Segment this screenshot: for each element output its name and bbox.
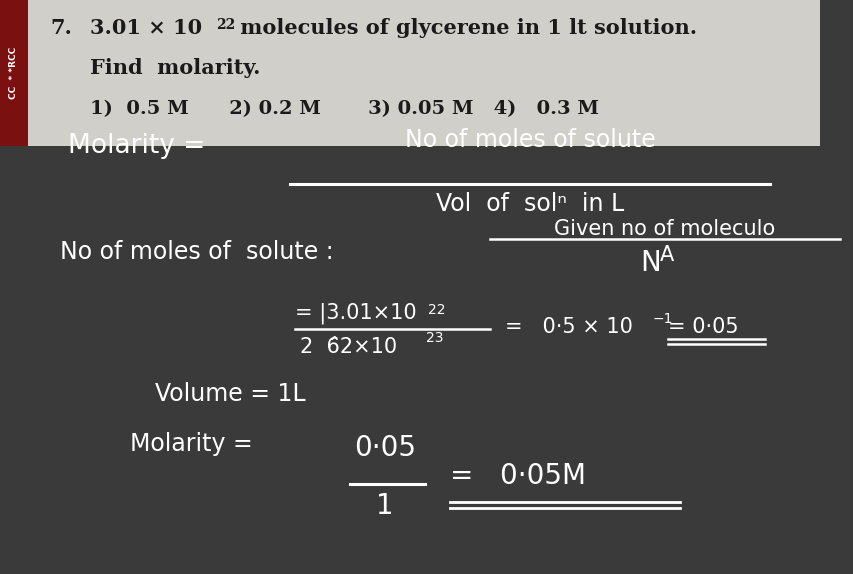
Text: Molarity =: Molarity = [130, 432, 252, 456]
Text: No of moles of solute: No of moles of solute [404, 128, 654, 152]
Text: =   0·05M: = 0·05M [450, 462, 585, 490]
Text: 2  6̂2×10: 2 6̂2×10 [299, 337, 397, 357]
Text: 23: 23 [426, 331, 443, 345]
Text: 1: 1 [376, 492, 393, 520]
Text: 7.: 7. [50, 18, 72, 38]
FancyBboxPatch shape [0, 0, 819, 146]
Text: Volume = 1L: Volume = 1L [154, 382, 305, 406]
Text: 1)  0.5 M      2) 0.2 M       3) 0.05 M   4)   0.3 M: 1) 0.5 M 2) 0.2 M 3) 0.05 M 4) 0.3 M [90, 100, 598, 118]
FancyBboxPatch shape [0, 0, 28, 146]
Text: =   0·5 × 10: = 0·5 × 10 [504, 317, 632, 337]
Text: = |3.01×10: = |3.01×10 [294, 302, 416, 324]
Text: CC  * *RCC: CC * *RCC [9, 47, 19, 99]
Text: 3.01 × 10: 3.01 × 10 [90, 18, 202, 38]
Text: No of moles of  solute :: No of moles of solute : [60, 240, 334, 264]
Text: Molarity =: Molarity = [68, 133, 205, 159]
Text: N: N [639, 249, 660, 277]
Text: 22: 22 [216, 18, 235, 32]
Text: Find  molarity.: Find molarity. [90, 58, 260, 78]
Text: 0·05: 0·05 [354, 434, 415, 462]
Text: molecules of glycerene in 1 lt solution.: molecules of glycerene in 1 lt solution. [233, 18, 696, 38]
Text: Given no of moleculo: Given no of moleculo [554, 219, 775, 239]
Text: −1: −1 [653, 312, 673, 326]
Text: A: A [659, 245, 674, 265]
Text: = 0·05: = 0·05 [667, 317, 738, 337]
Text: Vol  of  solⁿ  in L: Vol of solⁿ in L [435, 192, 624, 216]
Text: 22: 22 [427, 303, 445, 317]
